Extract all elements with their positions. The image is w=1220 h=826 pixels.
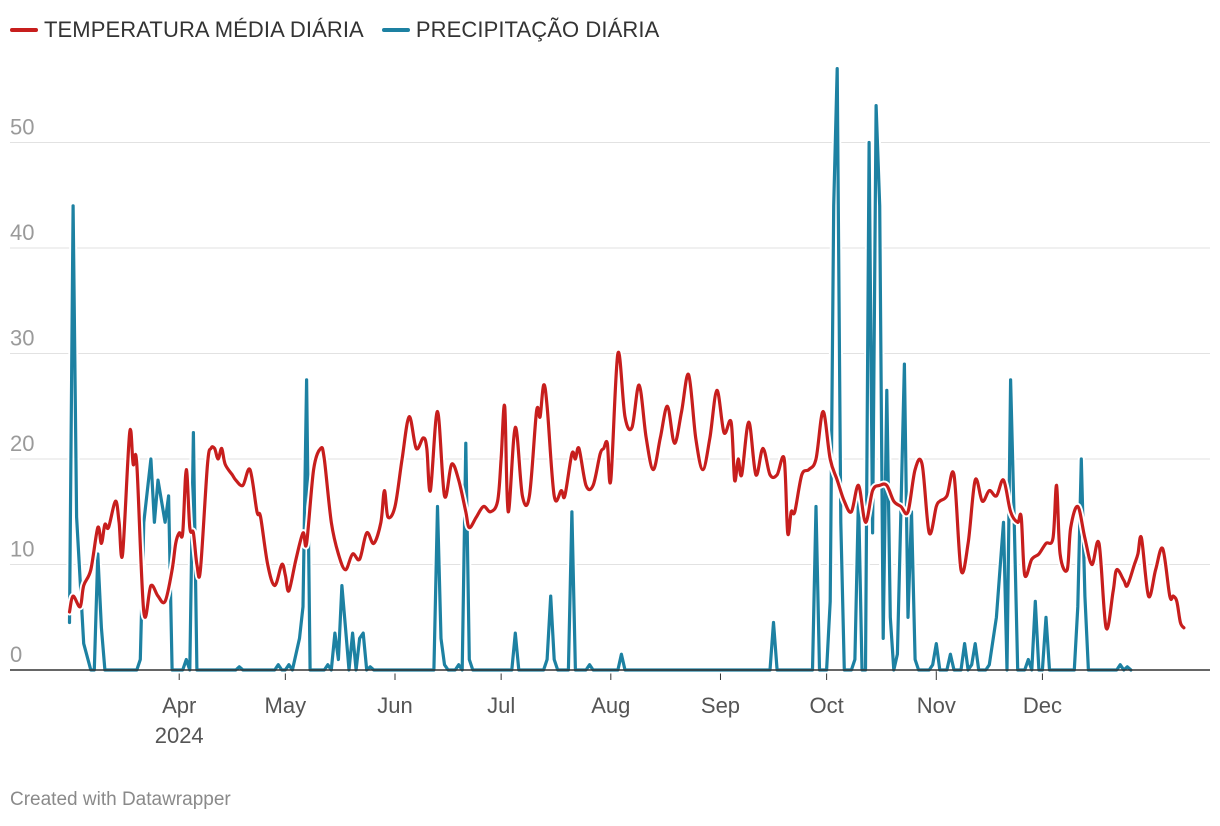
series-line-temperature [67, 350, 1186, 631]
legend-item-temperature[interactable]: TEMPERATURA MÉDIA DIÁRIA [10, 17, 364, 43]
x-tick-label-5: Sep [701, 693, 740, 718]
x-tick-label-3: Jul [487, 693, 515, 718]
x-tick-label-6: Oct [809, 693, 843, 718]
x-tick-label-0: Apr [162, 693, 196, 718]
legend-swatch-precipitation [381, 28, 410, 32]
y-tick-label-30: 30 [10, 326, 34, 351]
series-halo-precipitation [66, 65, 1135, 674]
legend-item-precipitation[interactable]: PRECIPITAÇÃO DIÁRIA [381, 17, 660, 43]
y-tick-label-0: 0 [10, 642, 22, 667]
y-tick-label-50: 50 [10, 115, 34, 140]
legend-swatch-temperature [10, 28, 38, 32]
legend-label-temperature: TEMPERATURA MÉDIA DIÁRIA [44, 17, 364, 42]
x-tick-label-4: Aug [591, 693, 630, 718]
chart-credit[interactable]: Created with Datawrapper [10, 789, 231, 810]
x-tick-label-1: May [265, 693, 307, 718]
legend-label-precipitation: PRECIPITAÇÃO DIÁRIA [415, 17, 660, 42]
x-tick-label-8: Dec [1023, 693, 1062, 718]
y-tick-label-20: 20 [10, 431, 34, 456]
y-tick-label-40: 40 [10, 220, 34, 245]
series-line-precipitation [67, 67, 1133, 672]
x-tick-label-7: Nov [917, 693, 956, 718]
x-tick-label-2: Jun [377, 693, 412, 718]
y-tick-label-10: 10 [10, 537, 34, 562]
chart-legend: TEMPERATURA MÉDIA DIÁRIA PRECIPITAÇÃO DI… [10, 14, 659, 46]
x-tick-sublabel-0: 2024 [155, 723, 204, 748]
